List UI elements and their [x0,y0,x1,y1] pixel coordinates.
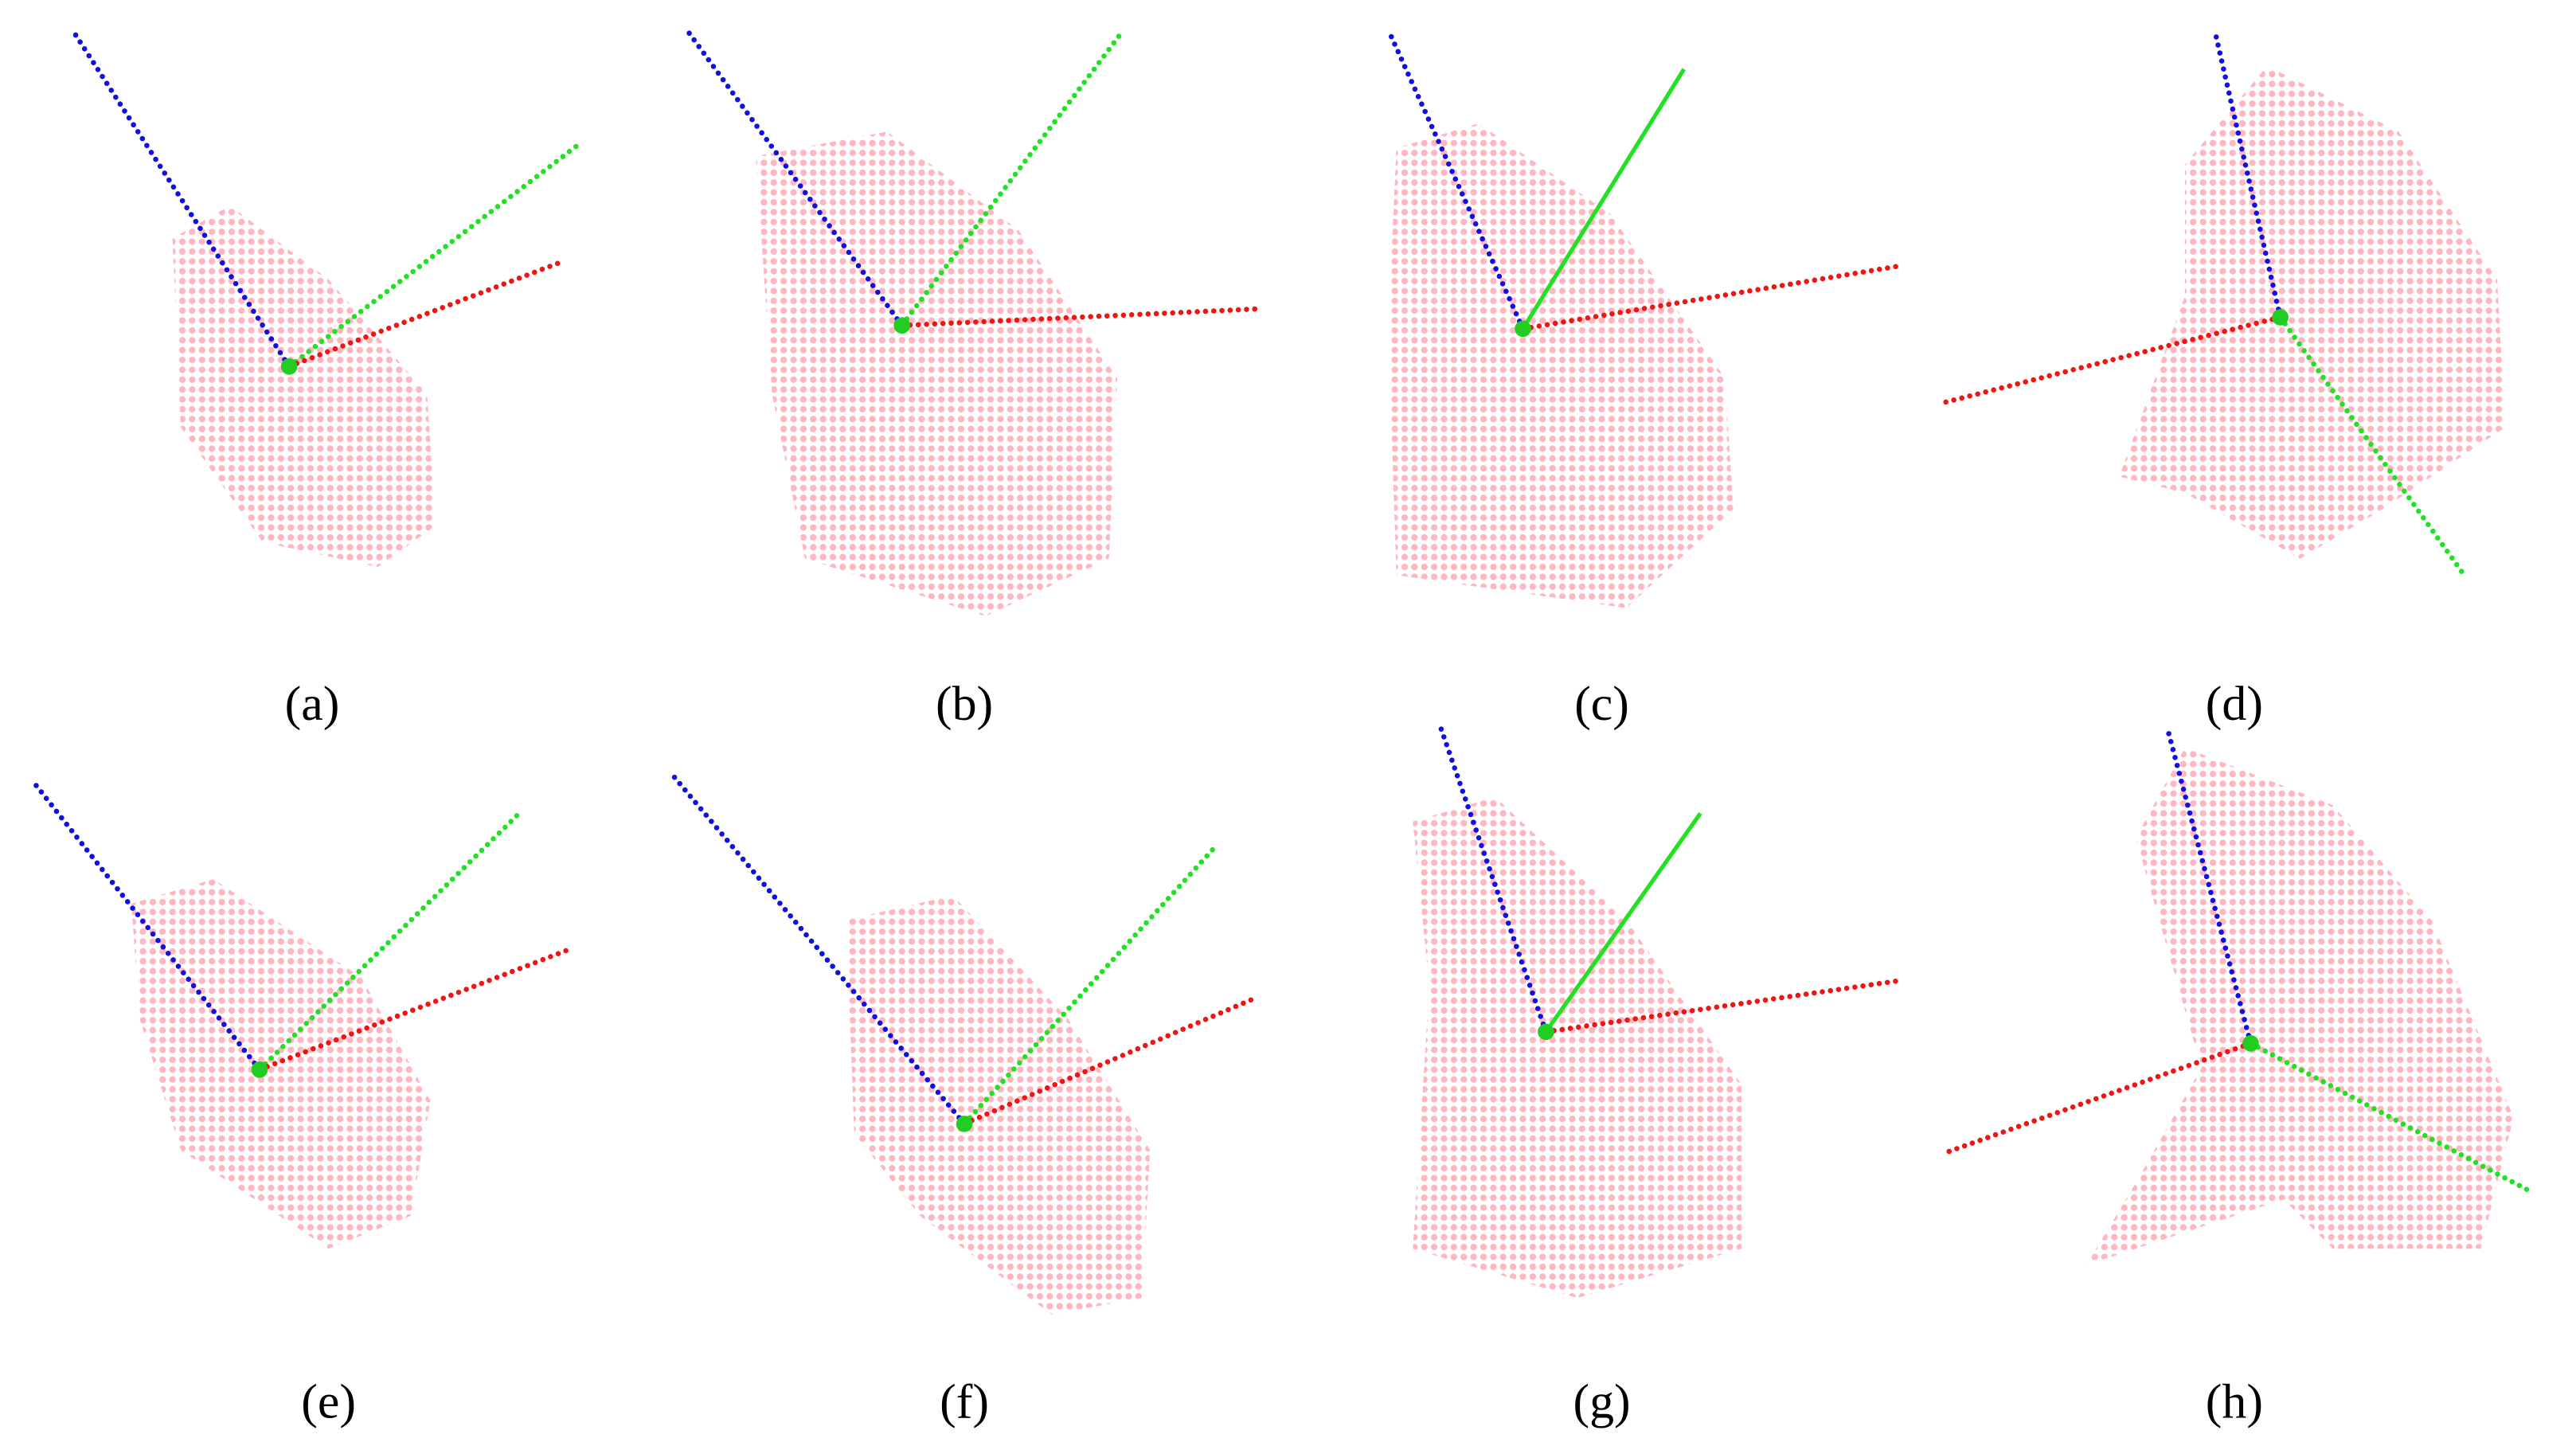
panel-e: (e) [33,783,572,1429]
origin [2272,309,2289,326]
axis-z [33,783,263,1073]
panel-g: (g) [1413,725,1901,1429]
axis-x [256,947,572,1073]
axis-y [256,809,524,1073]
origin [893,317,910,334]
panel-d: (d) [1941,27,2506,731]
point-cloud [131,878,431,1249]
axis-z [1386,27,1526,332]
origin [2242,1034,2259,1052]
panel-label: (a) [285,677,340,731]
axis-z [667,769,967,1127]
point-cloud [756,131,1117,616]
axis-y [2277,315,2468,578]
axis-y [2248,1041,2533,1194]
axis-y [1521,68,1686,330]
panel-label: (e) [301,1375,356,1429]
panel-b: (b) [684,27,1258,731]
axis-x [1941,315,2283,405]
panel-f: (f) [667,769,1260,1429]
axis-x [899,306,1258,329]
axis-z [69,27,292,369]
origin [1538,1023,1554,1041]
axis-y [1544,811,1702,1034]
axis-z [2211,27,2283,320]
axis-y [286,142,581,369]
panel-label: (f) [940,1375,989,1429]
origin [1515,320,1531,338]
panel-label: (b) [936,677,993,731]
axis-x [1543,978,1901,1035]
point-cloud [2086,747,2514,1265]
panel-label: (d) [2206,677,2263,731]
axis-x [1941,1041,2254,1156]
axis-z [684,27,905,329]
axis-x [286,260,561,369]
origin [280,358,298,375]
origin [251,1061,268,1078]
point-cloud [1413,796,1741,1299]
point-cloud [172,205,436,568]
panel-label: (h) [2206,1375,2263,1429]
origin [956,1116,973,1132]
point-cloud [846,895,1151,1315]
axis-y [961,843,1219,1127]
point-cloud [2119,65,2506,559]
axis-x [1520,264,1901,332]
point-cloud [1388,123,1734,608]
panel-label: (c) [1574,677,1629,731]
panel-c: (c) [1386,27,1901,731]
panel-a: (a) [69,27,581,731]
panel-h: (h) [1941,730,2533,1429]
panel-label: (g) [1573,1375,1630,1429]
